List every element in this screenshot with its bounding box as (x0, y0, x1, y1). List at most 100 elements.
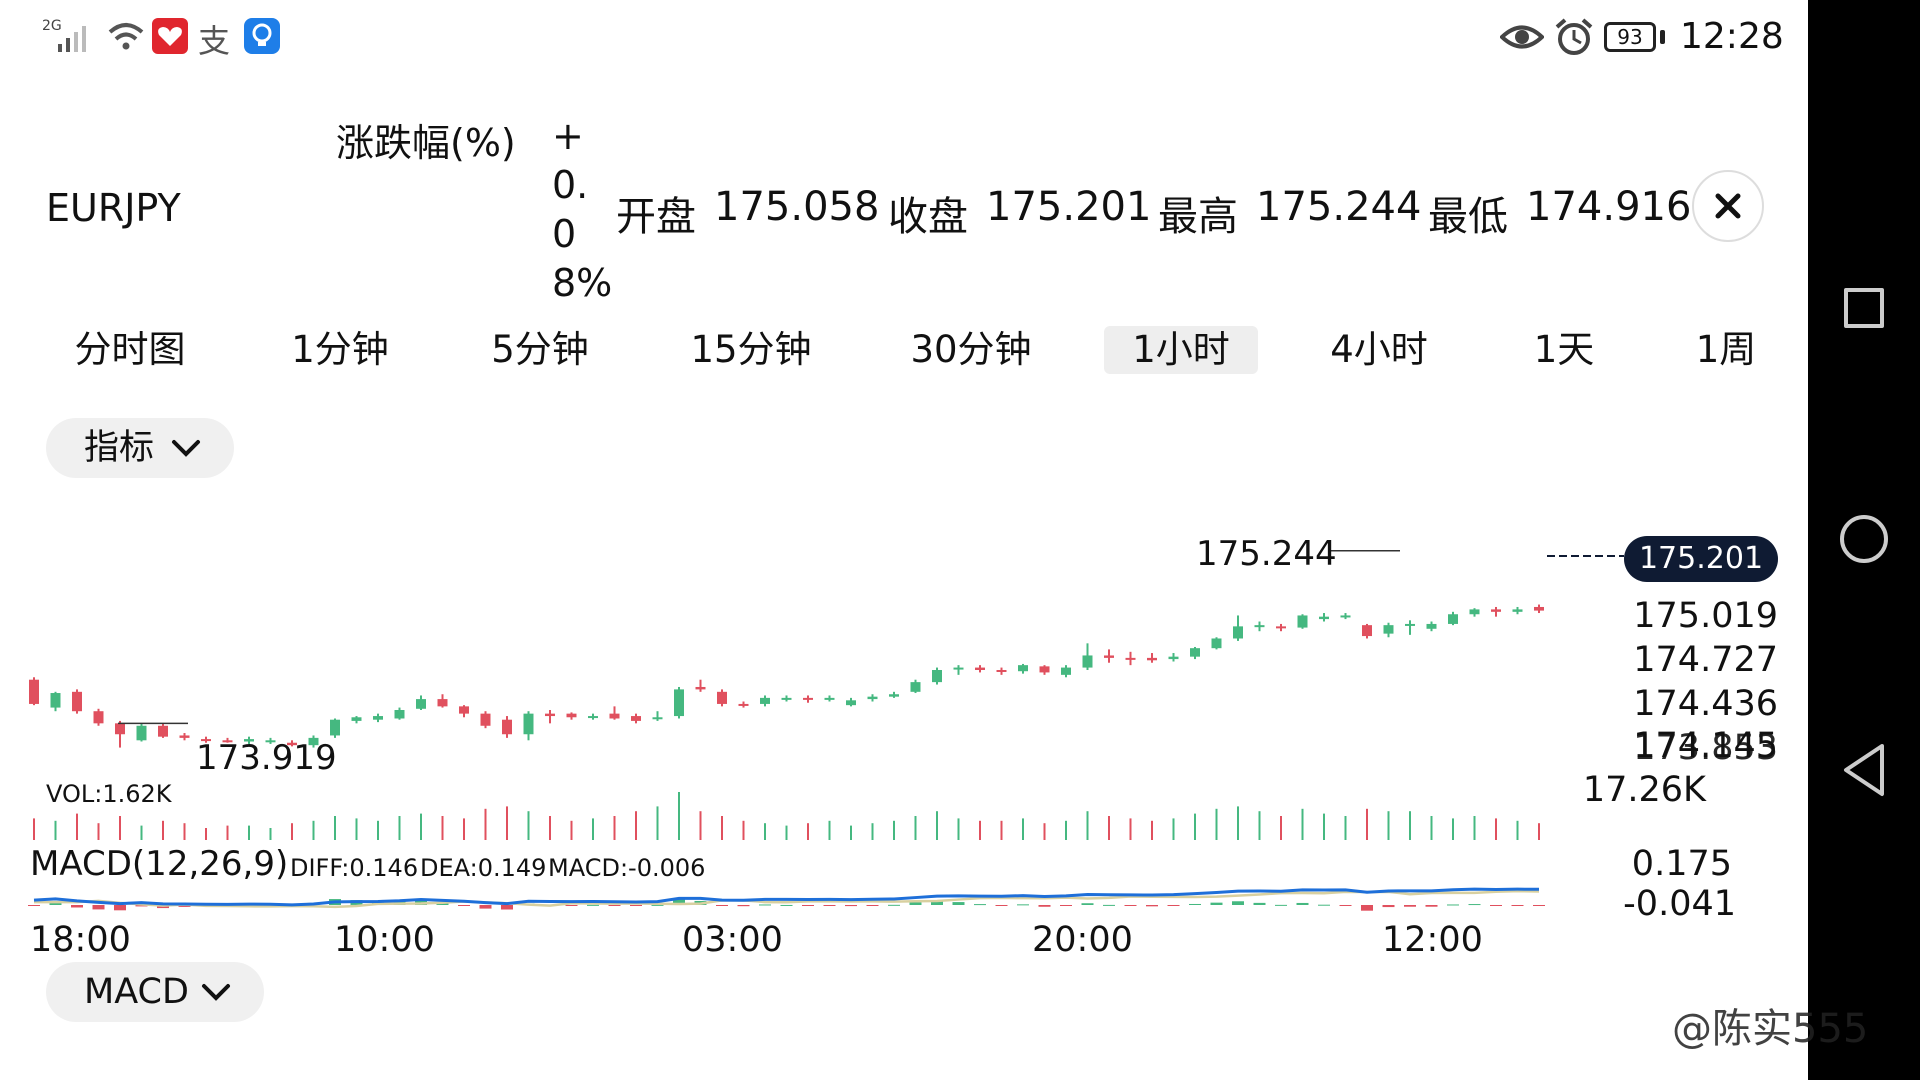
macd-histogram-bar (436, 903, 449, 905)
price-axis-label: 174.727 (1633, 640, 1778, 680)
macd-histogram-bar (1081, 903, 1094, 905)
app-heart-icon (152, 18, 188, 54)
candle-body (1233, 626, 1243, 639)
candle-body (695, 686, 706, 690)
macd-histogram-bar (995, 905, 1008, 906)
tab-5min[interactable]: 5分钟 (491, 328, 589, 371)
high-marker-label: 175.244 (1196, 534, 1337, 574)
candle-body (136, 725, 147, 741)
candle-body (1297, 615, 1308, 628)
high-label: 最高 (1158, 194, 1238, 240)
candle-body (1491, 609, 1501, 612)
candle-body (932, 670, 942, 683)
macd-dea-line (34, 889, 1540, 909)
x-axis-tick: 18:00 (30, 920, 131, 960)
macd-histogram-bar (1038, 905, 1051, 907)
high-value: 175.244 (1256, 184, 1422, 230)
price-chart[interactable] (0, 500, 1808, 960)
macd-dea-label: DEA:0.149 (420, 854, 547, 882)
x-axis-tick: 10:00 (334, 920, 435, 960)
macd-min-label: -0.041 (1623, 884, 1736, 924)
tab-1week[interactable]: 1周 (1695, 328, 1757, 371)
macd-histogram-bar (1533, 905, 1545, 906)
macd-histogram-bar (1167, 905, 1180, 906)
candle-body (265, 740, 276, 743)
recents-button[interactable] (1844, 288, 1884, 328)
macd-diff-label: DIFF:0.146 (290, 854, 419, 882)
wifi-icon (108, 23, 144, 50)
low-label: 最低 (1428, 194, 1508, 240)
macd-histogram-bar (1339, 905, 1352, 906)
macd-histogram-bar (1275, 904, 1287, 906)
candle-body (222, 740, 233, 743)
candle-body (652, 717, 663, 720)
macd-histogram-bar (931, 900, 943, 905)
candle-body (158, 725, 168, 737)
candle-body (781, 697, 792, 700)
candle-body (1383, 625, 1394, 634)
macd-histogram-bar (458, 905, 470, 906)
macd-histogram-bar (49, 902, 62, 905)
close-value: 175.201 (986, 184, 1152, 230)
macd-value-label: MACD:-0.006 (548, 854, 706, 882)
macd-dropdown[interactable]: MACD (46, 962, 264, 1022)
candle-body (394, 710, 405, 719)
chevron-down-icon (172, 440, 200, 457)
close-button[interactable] (1692, 170, 1764, 242)
candle-body (437, 699, 448, 707)
macd-histogram-bar (909, 902, 922, 905)
candle-body (201, 739, 211, 742)
macd-histogram-bar (759, 904, 771, 906)
x-axis-tick: 03:00 (682, 920, 783, 960)
candle-body (1147, 657, 1157, 661)
candle-body (523, 713, 534, 735)
macd-histogram-bar (178, 905, 191, 907)
eye-icon (1500, 25, 1544, 49)
candle-body (566, 713, 577, 718)
macd-histogram-bar (888, 904, 900, 906)
tab-1hour[interactable]: 1小时 (1104, 326, 1258, 374)
macd-histogram-bar (479, 905, 492, 909)
tab-1min[interactable]: 1分钟 (291, 328, 389, 371)
tab-30min[interactable]: 30分钟 (910, 328, 1032, 371)
candle-body (1469, 609, 1480, 615)
home-button[interactable] (1840, 515, 1888, 563)
macd-histogram-bar (1447, 904, 1459, 906)
macd-histogram-bar (1404, 905, 1416, 907)
tab-15min[interactable]: 15分钟 (690, 328, 812, 371)
tab-4hour[interactable]: 4小时 (1330, 328, 1428, 371)
candle-body (674, 689, 684, 717)
back-button[interactable] (1840, 742, 1888, 798)
indicator-dropdown[interactable]: 指标 (46, 418, 234, 478)
candle-body (1168, 656, 1179, 660)
macd-histogram-bar (737, 905, 750, 907)
candle-body (1448, 614, 1458, 624)
macd-histogram-bar (1124, 905, 1137, 906)
macd-histogram-bar (1318, 904, 1330, 906)
macd-histogram-bar (716, 905, 728, 906)
candle-body (846, 700, 856, 706)
candle-body (93, 711, 104, 724)
x-axis-tick: 12:00 (1382, 920, 1483, 960)
candle-body (330, 719, 340, 736)
watermark: @陈实555 (1672, 1006, 1869, 1052)
candle-body (1039, 666, 1050, 673)
candle-body (1254, 625, 1265, 628)
macd-histogram-bar (780, 904, 793, 906)
candle-body (1018, 665, 1028, 672)
candle-body (1319, 616, 1329, 620)
candle-body (1362, 625, 1372, 637)
tab-1day[interactable]: 1天 (1533, 328, 1595, 371)
candle-body (1061, 667, 1071, 675)
macd-histogram-bar (1511, 905, 1524, 906)
candle-body (609, 713, 620, 719)
macd-histogram-bar (1146, 905, 1158, 907)
candle-body (910, 682, 921, 692)
candle-body (351, 717, 362, 721)
network-type: 2G (42, 18, 62, 34)
open-value: 175.058 (714, 184, 880, 230)
candle-body (480, 713, 491, 726)
macd-histogram-bar (501, 905, 513, 910)
candle-body (1340, 615, 1351, 618)
tab-timeshare[interactable]: 分时图 (74, 328, 186, 371)
